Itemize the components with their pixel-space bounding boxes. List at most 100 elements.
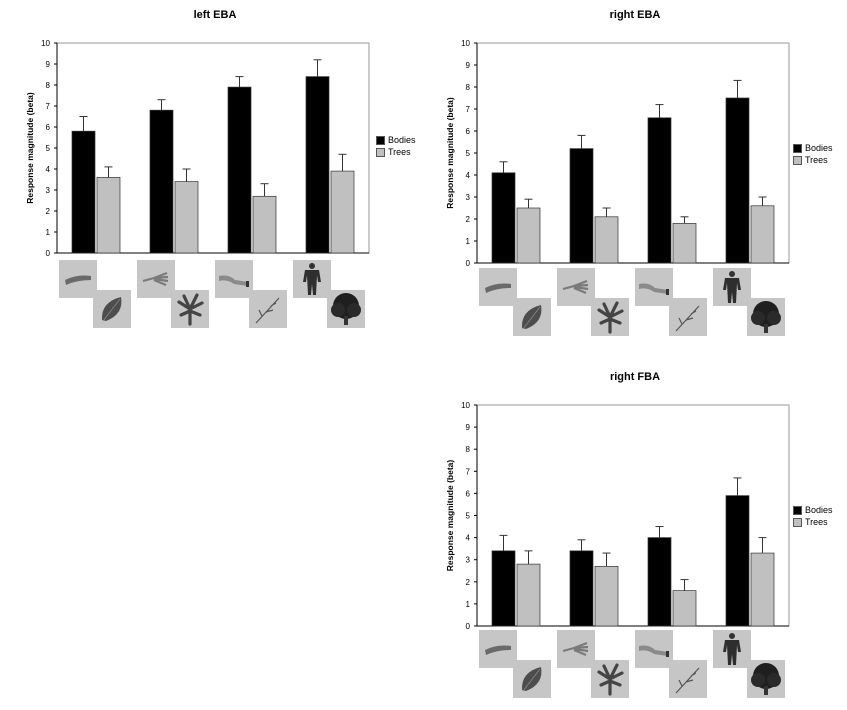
legend-item-trees: Trees xyxy=(793,154,833,166)
y-tick-label: 2 xyxy=(466,578,471,587)
chart-panel-left-eba: left EBA 0 1 2 3 4 5 6 7 8 9 10 Response magnitude … xyxy=(0,0,425,340)
legend-swatch-bodies xyxy=(793,143,802,153)
branch-icon xyxy=(249,290,287,328)
y-tick-label: 5 xyxy=(466,512,471,521)
tree-icon xyxy=(327,290,365,328)
y-tick-label: 6 xyxy=(466,127,471,136)
legend-label: Bodies xyxy=(388,135,416,145)
chart-panel-right-eba: right EBA 0 1 2 3 4 5 6 7 8 9 10 Response magnitude… xyxy=(420,0,847,345)
y-tick-label: 3 xyxy=(466,193,471,202)
y-tick-label: 4 xyxy=(466,171,471,180)
y-tick-label: 8 xyxy=(466,445,471,454)
y-tick-label: 8 xyxy=(466,83,471,92)
bar-trees xyxy=(330,170,355,254)
bar-trees xyxy=(594,565,619,627)
y-tick-label: 9 xyxy=(466,423,471,432)
bar-trees xyxy=(672,590,697,627)
bar-bodies xyxy=(647,537,672,627)
y-tick-label: 0 xyxy=(46,249,51,258)
y-tick-label: 5 xyxy=(46,144,51,153)
y-axis-label: Response magnitude (beta) xyxy=(445,97,455,209)
legend-swatch-bodies xyxy=(793,505,802,515)
bar-bodies xyxy=(569,550,594,627)
bar-bodies xyxy=(647,117,672,264)
legend-label: Trees xyxy=(805,155,828,165)
y-tick-label: 3 xyxy=(466,556,471,565)
bar-chart: 0 1 2 3 4 5 6 7 8 9 10 Response magnitude (beta) xyxy=(25,39,370,258)
bar-bodies xyxy=(725,495,750,627)
compound-leaf-icon xyxy=(591,660,629,698)
leaf-icon xyxy=(93,290,131,328)
bar-trees xyxy=(174,181,199,254)
y-tick-label: 4 xyxy=(466,534,471,543)
y-tick-label: 5 xyxy=(466,149,471,158)
legend: Bodies Trees xyxy=(793,504,833,528)
chart-title: right FBA xyxy=(609,371,661,383)
body-silhouette-icon xyxy=(713,268,751,306)
bar-bodies xyxy=(569,148,594,264)
chart-title: right EBA xyxy=(609,9,661,21)
y-tick-label: 1 xyxy=(46,228,51,237)
bar-trees xyxy=(750,205,775,264)
hand-icon xyxy=(137,260,175,298)
bar-trees xyxy=(750,552,775,627)
legend-label: Trees xyxy=(388,147,411,157)
bar-bodies xyxy=(227,86,252,254)
bar-bodies xyxy=(725,97,750,264)
y-tick-label: 10 xyxy=(41,39,50,48)
y-tick-label: 7 xyxy=(466,105,471,114)
y-axis-label: Response magnitude (beta) xyxy=(445,460,455,572)
bar-chart: 0 1 2 3 4 5 6 7 8 9 10 Response magnitude (beta) xyxy=(445,401,790,631)
legend-swatch-trees xyxy=(793,517,802,527)
y-tick-label: 10 xyxy=(461,401,470,410)
chart-title: left EBA xyxy=(193,9,237,21)
y-tick-label: 8 xyxy=(46,81,51,90)
y-tick-label: 1 xyxy=(466,237,471,246)
legend: Bodies Trees xyxy=(793,142,833,166)
stimulus-thumbnails xyxy=(57,260,377,332)
bar-trees xyxy=(252,195,277,254)
legend-item-trees: Trees xyxy=(376,146,416,158)
legend-item-bodies: Bodies xyxy=(793,142,833,154)
arm-icon xyxy=(215,260,253,298)
arm-icon xyxy=(635,268,673,306)
legend-swatch-trees xyxy=(793,155,802,165)
y-tick-label: 4 xyxy=(46,165,51,174)
y-tick-label: 10 xyxy=(461,39,470,48)
y-tick-label: 6 xyxy=(46,123,51,132)
bar-bodies xyxy=(305,76,330,254)
bar-bodies xyxy=(149,109,174,254)
arm-icon xyxy=(635,630,673,668)
hand-icon xyxy=(557,268,595,306)
bar-chart: 0 1 2 3 4 5 6 7 8 9 10 Response magnitude (beta) xyxy=(445,39,790,268)
y-tick-label: 0 xyxy=(466,622,471,631)
stimulus-thumbnails xyxy=(477,630,797,702)
tree-icon xyxy=(747,660,785,698)
y-tick-label: 1 xyxy=(466,600,471,609)
stimulus-thumbnails xyxy=(477,268,797,340)
y-tick-label: 9 xyxy=(466,61,471,70)
legend-swatch-trees xyxy=(376,147,385,157)
y-tick-label: 0 xyxy=(466,259,471,268)
compound-leaf-icon xyxy=(591,298,629,336)
bar-bodies xyxy=(71,130,96,254)
bar-trees xyxy=(516,563,541,627)
bar-bodies xyxy=(491,172,516,264)
forearm-icon xyxy=(479,630,517,668)
bar-trees xyxy=(516,207,541,264)
y-tick-label: 2 xyxy=(466,215,471,224)
branch-icon xyxy=(669,298,707,336)
y-tick-label: 7 xyxy=(46,102,51,111)
legend-label: Bodies xyxy=(805,143,833,153)
bar-trees xyxy=(96,177,121,254)
branch-icon xyxy=(669,660,707,698)
body-silhouette-icon xyxy=(293,260,331,298)
forearm-icon xyxy=(59,260,97,298)
leaf-icon xyxy=(513,660,551,698)
legend-item-bodies: Bodies xyxy=(376,134,416,146)
forearm-icon xyxy=(479,268,517,306)
bar-trees xyxy=(594,216,619,264)
legend-item-bodies: Bodies xyxy=(793,504,833,516)
leaf-icon xyxy=(513,298,551,336)
legend-swatch-bodies xyxy=(376,135,385,145)
